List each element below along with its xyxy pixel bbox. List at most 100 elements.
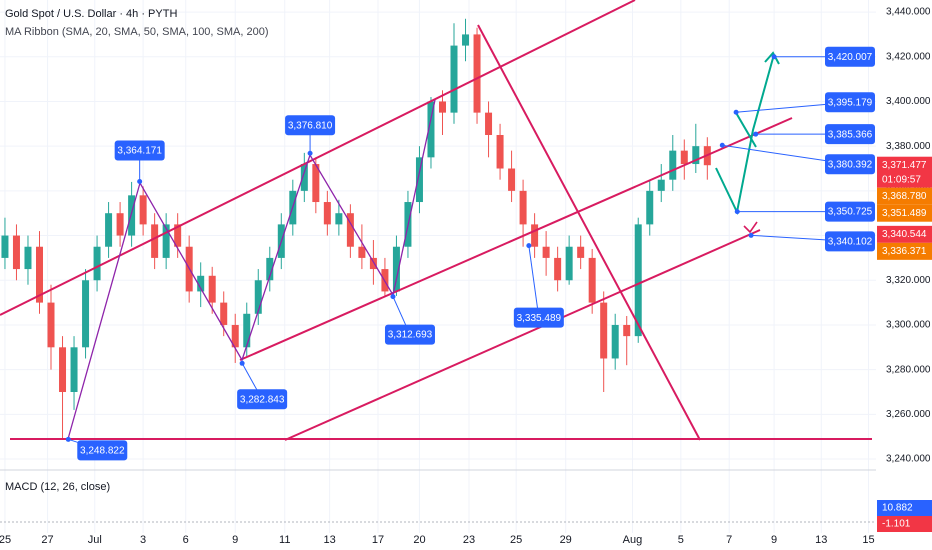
price-tag-label: 3,340.544 [882, 229, 927, 240]
callout-box [825, 92, 875, 113]
x-tick-label: 5 [678, 534, 684, 546]
callout-label: 3,380.392 [828, 159, 873, 170]
candle-body [254, 280, 262, 314]
callout-point [748, 232, 754, 238]
candle-body [485, 112, 493, 135]
x-tick-label: 27 [41, 534, 53, 546]
candle-body [139, 195, 147, 225]
price-tag-label: 3,336.371 [882, 246, 927, 257]
candle-body [438, 101, 446, 113]
candle-body [220, 302, 228, 325]
callout-box [285, 115, 336, 136]
countdown: 01:09:57 [882, 174, 921, 185]
candle-body [197, 275, 205, 292]
macd-tag [877, 516, 932, 533]
candle-body [243, 313, 251, 348]
candle-body [174, 224, 182, 247]
candle-body [312, 164, 320, 203]
callout-box [77, 440, 128, 461]
y-tick-label: 3,260.000 [886, 409, 931, 420]
callout-box [513, 307, 564, 328]
candle-body [473, 34, 481, 113]
projection-path [734, 110, 757, 148]
y-tick-label: 3,280.000 [886, 364, 931, 375]
macd-tag-label: 10.882 [882, 503, 913, 514]
y-tick-label: 3,420.000 [886, 51, 931, 62]
candle-body [634, 224, 642, 337]
mid-channel-line [239, 117, 793, 361]
x-tick-label: Jul [88, 534, 102, 546]
callout-point [65, 436, 71, 442]
callout-box [114, 140, 165, 161]
price-tag [877, 225, 932, 243]
x-tick-label: 3 [140, 534, 146, 546]
candle-body [12, 235, 20, 270]
callout-point [307, 150, 313, 156]
candle-body [392, 246, 400, 292]
price-tag [877, 204, 932, 222]
candle-body [588, 257, 596, 303]
candle-body [59, 347, 67, 393]
candle-body [508, 168, 516, 191]
x-tick-label: 9 [232, 534, 238, 546]
drawings [0, 0, 872, 441]
price-tag [877, 156, 932, 188]
callout-point [390, 294, 396, 300]
candle-body [151, 224, 159, 258]
x-tick-label: 15 [862, 534, 874, 546]
callout-box [825, 201, 875, 222]
callout-point [137, 179, 143, 185]
candle-body [24, 246, 32, 270]
x-tick-label: 29 [560, 534, 572, 546]
candle-body [70, 347, 78, 393]
candle-body [554, 257, 562, 281]
candle-body [415, 157, 423, 203]
x-tick-label: 17 [372, 534, 384, 546]
x-tick-label: 20 [413, 534, 425, 546]
x-tick-label: 9 [771, 534, 777, 546]
price-tag-label: 3,351.489 [882, 208, 927, 219]
candle-body [47, 302, 55, 348]
candle-body [335, 213, 343, 225]
candle-body [162, 224, 170, 258]
candle-body [323, 202, 331, 225]
candle-body [266, 257, 274, 281]
callout-label: 3,420.007 [828, 52, 873, 63]
candle-body [657, 179, 665, 191]
price-tag [877, 187, 932, 205]
chart-title: Gold Spot / U.S. Dollar · 4h · PYTH [5, 8, 177, 20]
callout-leader [528, 245, 540, 318]
chart-subtitle: MA Ribbon (SMA, 20, SMA, 50, SMA, 100, S… [5, 26, 269, 38]
candle-body [542, 246, 550, 258]
projection-path [715, 57, 774, 216]
callout-point [733, 109, 739, 115]
lower-channel-line [284, 229, 761, 441]
callout-point [526, 243, 532, 249]
price-tag-label: 3,368.780 [882, 191, 927, 202]
x-tick-label: 11 [279, 534, 290, 546]
y-tick-label: 3,240.000 [886, 454, 931, 465]
macd-tag-label: -1.101 [882, 519, 911, 530]
y-tick-label: 3,320.000 [886, 275, 931, 286]
callout-box [825, 124, 875, 145]
candle-body [346, 213, 354, 247]
candle-body [369, 257, 377, 270]
callout-box [237, 389, 288, 410]
y-tick-label: 3,400.000 [886, 96, 931, 107]
candle-body [646, 190, 654, 225]
x-tick-label: 13 [815, 534, 827, 546]
candle-body [531, 224, 539, 247]
y-tick-label: 3,300.000 [886, 320, 931, 331]
x-tick-label: 7 [726, 534, 732, 546]
x-tick-label: 6 [183, 534, 189, 546]
callout-label: 3,312.693 [388, 330, 433, 341]
callout-label: 3,385.366 [828, 129, 873, 140]
candle-body [577, 246, 585, 258]
candle-body [519, 190, 527, 225]
callout-label: 3,350.725 [828, 207, 873, 218]
callout-box [825, 154, 875, 175]
wave-path [67, 99, 436, 440]
callout-label: 3,376.810 [288, 120, 333, 131]
